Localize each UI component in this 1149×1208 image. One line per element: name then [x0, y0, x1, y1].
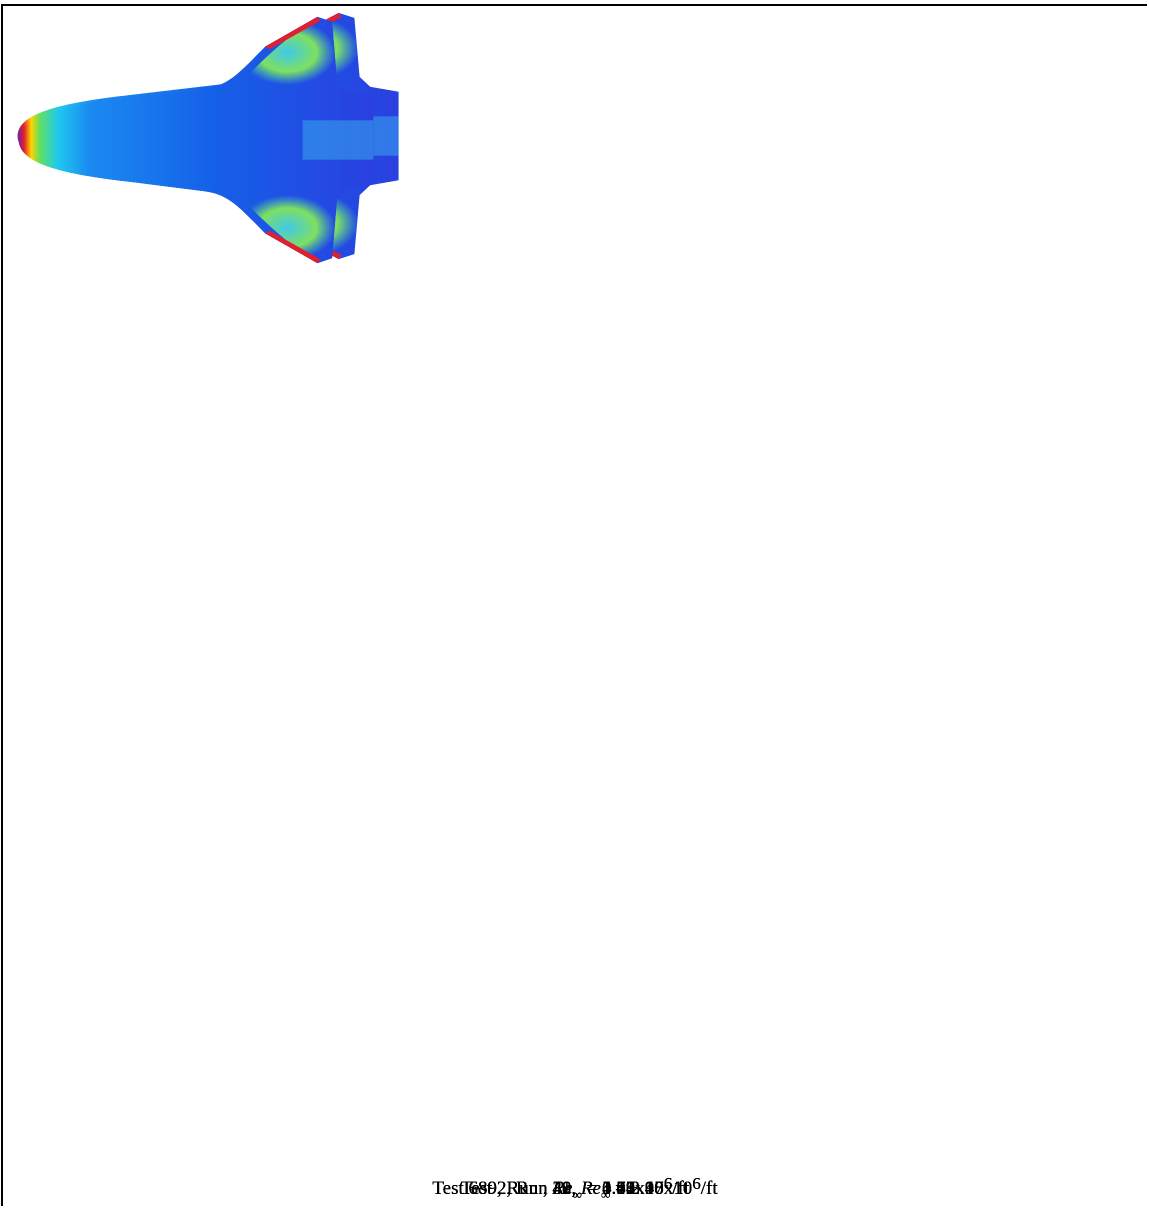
cell: Test , Run , Re∞ = 4.65x106/ft [775, 607, 1149, 908]
exponent: 6 [664, 1174, 673, 1193]
reynolds-value: = 5.41x10 [587, 1178, 664, 1199]
cell: Test , Run , Re∞ = 0.84x106/ft [3, 307, 391, 608]
cell: Test , Run , Re∞ = 1.39x106/ft [3, 908, 391, 1208]
caption: Test , Run , Re∞ = 5.41x106/ft [3, 1174, 1147, 1203]
cell: Test , Run , Re∞ = 1.71x106/ft [391, 6, 775, 307]
heat-map-image [9, 12, 381, 268]
caption-prefix: Test , Run , [461, 1178, 548, 1199]
cell: Test , Run , Re∞ = 4.12x106/ft [775, 307, 1149, 608]
cell: Test , Run , Re∞ = 5.41x106/ft [775, 908, 1149, 1208]
cell: Test 6892, Run 41, Re∞ = 3.46x106/ft [775, 6, 1149, 307]
symbol: Re [552, 1178, 572, 1199]
subscript: ∞ [572, 1187, 581, 1202]
cell: Test , Run , Re∞ = 1.07x106/ft [3, 607, 391, 908]
cell: Test 6892, Run 39, Re∞ = 2.48x106/ft [391, 607, 775, 908]
cell: Test 6892, Run 40, Re∞ = 2.97x106/ft [391, 908, 775, 1208]
unit: /ft [672, 1178, 689, 1199]
cell: Test 6892, Run 38, Re∞ = 2.08x106/ft [391, 307, 775, 608]
